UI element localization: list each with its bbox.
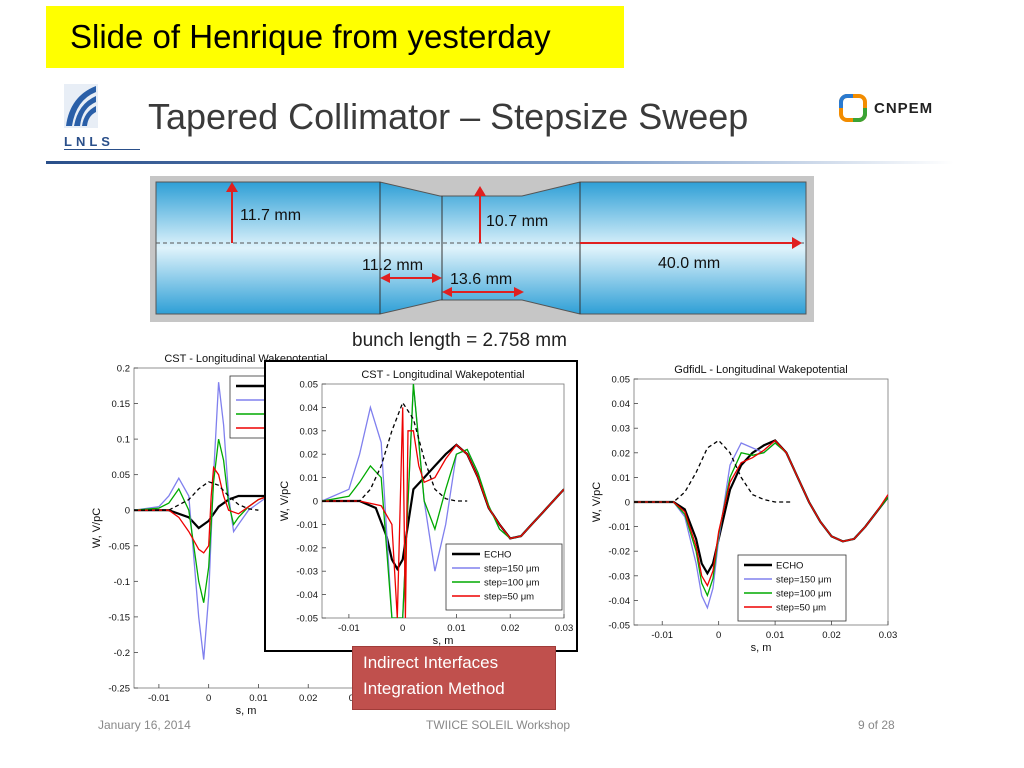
plot-cst-inset: -0.01 0 0.01 0.02 0.03 0.05 0.04 0.03 0.02 0.01 0 -… <box>264 360 578 652</box>
y-tick-label: 0.05 <box>612 375 631 386</box>
y-tick-label: -0.04 <box>608 596 630 607</box>
y-tick-label: 0.02 <box>300 450 319 461</box>
y-tick-label: -0.03 <box>608 571 630 582</box>
y-tick-label: -0.03 <box>296 567 318 578</box>
y-tick-label: 0.03 <box>300 426 319 437</box>
y-tick-label: 0.02 <box>612 448 631 459</box>
callout-line2: Integration Method <box>363 679 505 698</box>
legend-label: step=150 μm <box>776 575 831 586</box>
bunch-length-label: bunch length = 2.758 mm <box>352 330 567 351</box>
x-tick-label: -0.01 <box>148 693 170 704</box>
y-tick-label: -0.01 <box>608 522 630 533</box>
series-line-4 <box>634 439 792 503</box>
slide-title: Tapered Collimator – Stepsize Sweep <box>148 96 749 137</box>
chart-title: GdfidL - Longitudinal Wakepotential <box>674 364 847 376</box>
y-axis-label: W, V/pC <box>279 481 291 521</box>
callout-line1: Indirect Interfaces <box>363 653 499 672</box>
y-tick-label: 0.15 <box>112 399 131 410</box>
legend-label: step=150 μm <box>484 564 539 575</box>
callout-box: Indirect Interfaces Integration Method <box>352 646 556 710</box>
y-tick-label: 0.01 <box>300 473 319 484</box>
cnpem-logo-text: CNPEM <box>874 100 934 117</box>
y-tick-label: -0.02 <box>296 543 318 554</box>
x-axis-label: s, m <box>751 642 772 654</box>
lnls-logo-text: LNLS <box>64 134 114 149</box>
y-tick-label: 0 <box>125 506 130 517</box>
cnpem-logo: CNPEM <box>838 90 948 126</box>
x-tick-label: 0.02 <box>299 693 318 704</box>
y-tick-label: -0.2 <box>114 648 130 659</box>
y-tick-label: 0.03 <box>612 424 631 435</box>
y-tick-label: -0.25 <box>108 684 130 695</box>
x-tick-label: -0.01 <box>651 630 673 641</box>
legend-label: step=100 μm <box>776 589 831 600</box>
y-tick-label: 0.05 <box>300 380 319 391</box>
y-tick-label: 0.1 <box>117 435 130 446</box>
y-tick-label: -0.05 <box>108 541 130 552</box>
legend-label: step=50 μm <box>484 592 534 603</box>
dim-10-7: 10.7 mm <box>486 213 548 230</box>
cnpem-logo-icon <box>839 94 867 122</box>
x-tick-label: 0.02 <box>501 623 520 634</box>
y-tick-label: 0 <box>313 497 318 508</box>
legend-label: step=100 μm <box>484 578 539 589</box>
y-tick-label: -0.01 <box>296 520 318 531</box>
collimator-geometry: 11.7 mm 10.7 mm 40.0 mm 11.2 mm 13.6 mm <box>150 176 814 322</box>
y-tick-label: -0.05 <box>296 614 318 625</box>
legend-label: ECHO <box>776 561 803 572</box>
x-tick-label: 0.02 <box>822 630 841 641</box>
series-line-3 <box>634 439 888 588</box>
banner: Slide of Henrique from yesterday <box>46 6 624 68</box>
y-axis-label: W, V/pC <box>91 508 103 548</box>
x-tick-label: 0.01 <box>766 630 785 641</box>
footer-event: TWIICE SOLEIL Workshop <box>426 718 571 732</box>
lnls-logo: LNLS <box>64 84 140 150</box>
dim-13-6: 13.6 mm <box>450 271 512 288</box>
x-axis-label: s, m <box>433 635 454 647</box>
banner-text: Slide of Henrique from yesterday <box>70 18 551 55</box>
dim-11-2: 11.2 mm <box>362 257 423 274</box>
x-tick-label: 0.03 <box>879 630 898 641</box>
y-tick-label: -0.1 <box>114 577 130 588</box>
x-axis-label: s, m <box>236 705 257 717</box>
dim-11-7: 11.7 mm <box>240 207 301 224</box>
header-rule <box>46 161 954 164</box>
series-line-3 <box>322 407 564 618</box>
legend-label: step=50 μm <box>776 603 826 614</box>
footer-page: 9 of 28 <box>858 718 895 732</box>
plot-gdfidl: -0.01 0 0.01 0.02 0.03 0.05 0.04 0.03 0.02 0.01 0 -… <box>591 364 898 654</box>
x-tick-label: 0 <box>400 623 405 634</box>
y-tick-label: -0.05 <box>608 621 630 632</box>
y-tick-label: -0.04 <box>296 590 318 601</box>
y-tick-label: -0.02 <box>608 547 630 558</box>
y-tick-label: 0 <box>625 498 630 509</box>
x-tick-label: 0.01 <box>249 693 268 704</box>
y-tick-label: 0.05 <box>112 470 131 481</box>
y-tick-label: 0.2 <box>117 364 130 375</box>
y-axis-label: W, V/pC <box>591 482 603 522</box>
chart-title: CST - Longitudinal Wakepotential <box>361 369 524 381</box>
x-tick-label: 0.01 <box>447 623 466 634</box>
x-tick-label: 0 <box>206 693 211 704</box>
footer-date: January 16, 2014 <box>98 718 191 732</box>
x-tick-label: 0.03 <box>555 623 574 634</box>
y-tick-label: 0.04 <box>612 399 631 410</box>
dim-40-0: 40.0 mm <box>658 255 720 272</box>
y-tick-label: -0.15 <box>108 612 130 623</box>
y-tick-label: 0.04 <box>300 403 319 414</box>
series-line-4 <box>134 481 259 511</box>
series-line-4 <box>322 401 468 502</box>
x-tick-label: 0 <box>716 630 721 641</box>
x-tick-label: -0.01 <box>338 623 360 634</box>
legend-label: ECHO <box>484 550 511 561</box>
y-tick-label: 0.01 <box>612 473 631 484</box>
